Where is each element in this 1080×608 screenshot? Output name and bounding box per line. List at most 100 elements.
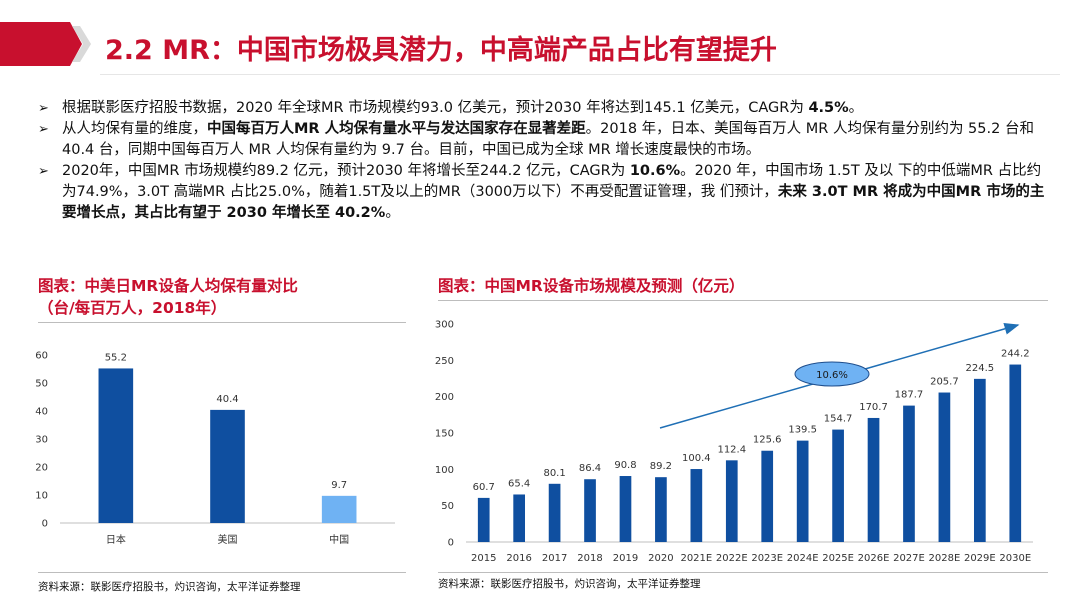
x-tick-label: 美国 xyxy=(218,533,238,546)
cagr-annotation-bubble xyxy=(794,361,870,387)
bullet-text: 。 xyxy=(385,205,400,221)
y-tick-label: 30 xyxy=(35,435,48,446)
right-chart-title: 图表：中国MR设备市场规模及预测（亿元） xyxy=(438,277,745,295)
left-chart-title: 图表：中美日MR设备人均保有量对比 xyxy=(38,277,298,295)
right-bar-chart: 0 50 100 150 200 250 300 60.7 2015 65.4 2016 80.1 20… xyxy=(435,320,1033,564)
data-label: 224.5 xyxy=(966,363,995,374)
bullet-emphasis: 中国每百万人MR 人均保有量水平与发达国家存在显著差距 xyxy=(207,121,586,137)
y-tick-label: 100 xyxy=(435,465,454,476)
data-label: 90.8 xyxy=(614,460,636,471)
right-source-divider xyxy=(438,572,1048,573)
left-chart-subtitle: （台/每百万人，2018年） xyxy=(38,299,227,317)
bullet-item: ➢ 2020年，中国MR 市场规模约89.2 亿元，预计2030 年将增长至244… xyxy=(38,161,1048,224)
left-title-divider xyxy=(38,322,406,323)
x-tick-label: 2021E xyxy=(680,553,712,564)
data-label: 154.7 xyxy=(824,414,853,425)
y-tick-label: 300 xyxy=(435,320,454,331)
bar xyxy=(938,392,951,542)
bullet-emphasis: 4.5% xyxy=(808,100,849,116)
data-label: 60.7 xyxy=(473,482,495,493)
bullet-text: 。2018 年，日本、美国每百万人 MR 人均保有量分别约为 55.2 台和 4… xyxy=(62,121,1034,158)
bullet-arrow-icon: ➢ xyxy=(38,101,49,116)
x-tick-label: 2024E xyxy=(787,553,819,564)
bullet-arrow-icon: ➢ xyxy=(38,122,49,137)
data-label: 55.2 xyxy=(105,352,127,363)
data-label: 125.6 xyxy=(753,435,782,446)
y-tick-label: 10 xyxy=(35,491,48,502)
bullet-arrow-icon: ➢ xyxy=(38,164,49,179)
right-title-divider xyxy=(438,300,1048,301)
x-tick-label: 中国 xyxy=(329,533,349,546)
left-source-divider xyxy=(38,572,406,573)
y-tick-label: 60 xyxy=(35,351,48,362)
cagr-annotation-label: 10.6% xyxy=(816,370,848,381)
y-tick-label: 0 xyxy=(448,538,454,549)
data-label: 205.7 xyxy=(930,377,959,388)
bullet-emphasis: 10.6% xyxy=(629,163,681,179)
y-tick-label: 50 xyxy=(441,501,454,512)
x-tick-label: 日本 xyxy=(106,533,126,546)
x-tick-label: 2025E xyxy=(822,553,854,564)
data-label: 244.2 xyxy=(1001,349,1030,360)
x-tick-label: 2022E xyxy=(716,553,748,564)
bar xyxy=(584,479,596,542)
data-label: 9.7 xyxy=(331,480,347,491)
x-tick-label: 2028E xyxy=(929,553,961,564)
x-tick-label: 2026E xyxy=(858,553,890,564)
data-label: 89.2 xyxy=(650,461,672,472)
x-tick-label: 2027E xyxy=(893,553,925,564)
bullet-text: 。2020 年，中国市场 1.5T 及以 下的中低端MR 占比约为74.9%，3… xyxy=(62,163,1042,200)
bullet-text: 。 xyxy=(848,100,864,116)
y-tick-label: 20 xyxy=(35,463,48,474)
bullet-item: ➢ 根据联影医疗招股书数据，2020 年全球MR 市场规模约93.0 亿美元，预计… xyxy=(38,98,1048,119)
y-tick-label: 50 xyxy=(35,379,48,390)
y-tick-label: 0 xyxy=(42,519,48,530)
x-tick-label: 2023E xyxy=(751,553,783,564)
bar xyxy=(548,483,561,542)
data-label: 80.1 xyxy=(543,468,565,479)
bullet-text: 根据联影医疗招股书数据，2020 年全球MR 市场规模约93.0 亿美元，预计2… xyxy=(62,100,809,116)
title-divider xyxy=(100,74,1060,75)
bar xyxy=(513,494,526,542)
x-tick-label: 2020 xyxy=(648,553,673,564)
bullet-text: 从人均保有量的维度， xyxy=(62,121,207,137)
bullet-emphasis: 未来 3.0T MR 将成为中国MR 市场的主要增长点，其占比有望于 2030 … xyxy=(62,184,1045,221)
x-tick-label: 2030E xyxy=(999,553,1031,564)
left-source-note: 资料来源：联影医疗招股书，灼识咨询，太平洋证券整理 xyxy=(38,581,301,593)
bullet-list: ➢ 根据联影医疗招股书数据，2020 年全球MR 市场规模约93.0 亿美元，预计… xyxy=(38,98,1048,224)
y-tick-label: 150 xyxy=(435,429,454,440)
y-tick-label: 250 xyxy=(435,356,454,367)
bar xyxy=(725,460,738,542)
bar xyxy=(796,440,809,542)
bar xyxy=(903,405,915,542)
bar xyxy=(321,495,357,523)
y-tick-label: 40 xyxy=(35,407,48,418)
data-label: 100.4 xyxy=(682,453,711,464)
bullet-item: ➢ 从人均保有量的维度，中国每百万人MR 人均保有量水平与发达国家存在显著差距。2… xyxy=(38,119,1048,161)
x-tick-label: 2017 xyxy=(542,553,567,564)
page-title: 2.2 MR：中国市场极具潜力，中高端产品占比有望提升 xyxy=(105,35,777,66)
data-label: 139.5 xyxy=(788,425,817,436)
bar xyxy=(1009,364,1022,542)
bar xyxy=(619,476,632,542)
data-label: 86.4 xyxy=(579,463,601,474)
data-label: 170.7 xyxy=(859,402,888,413)
left-bar-chart: 0 10 20 30 40 50 60 55.2 日本 40.4 美国 9.7 中国 xyxy=(35,351,395,546)
x-tick-label: 2015 xyxy=(471,553,496,564)
bar xyxy=(690,469,703,542)
x-tick-label: 2016 xyxy=(506,553,531,564)
bullet-text: 2020年，中国MR 市场规模约89.2 亿元，预计2030 年将增长至244.… xyxy=(62,163,630,179)
bar xyxy=(832,429,844,542)
bar xyxy=(973,378,986,542)
bar xyxy=(655,477,667,542)
header-accent-bar xyxy=(0,22,91,66)
bar xyxy=(210,409,245,523)
bar xyxy=(761,450,774,542)
y-tick-label: 200 xyxy=(435,392,454,403)
bar xyxy=(867,417,880,542)
right-source-note: 资料来源：联影医疗招股书，灼识咨询，太平洋证券整理 xyxy=(438,578,701,590)
bar xyxy=(477,497,490,542)
x-tick-label: 2029E xyxy=(964,553,996,564)
bar xyxy=(98,368,134,523)
data-label: 187.7 xyxy=(895,390,924,401)
